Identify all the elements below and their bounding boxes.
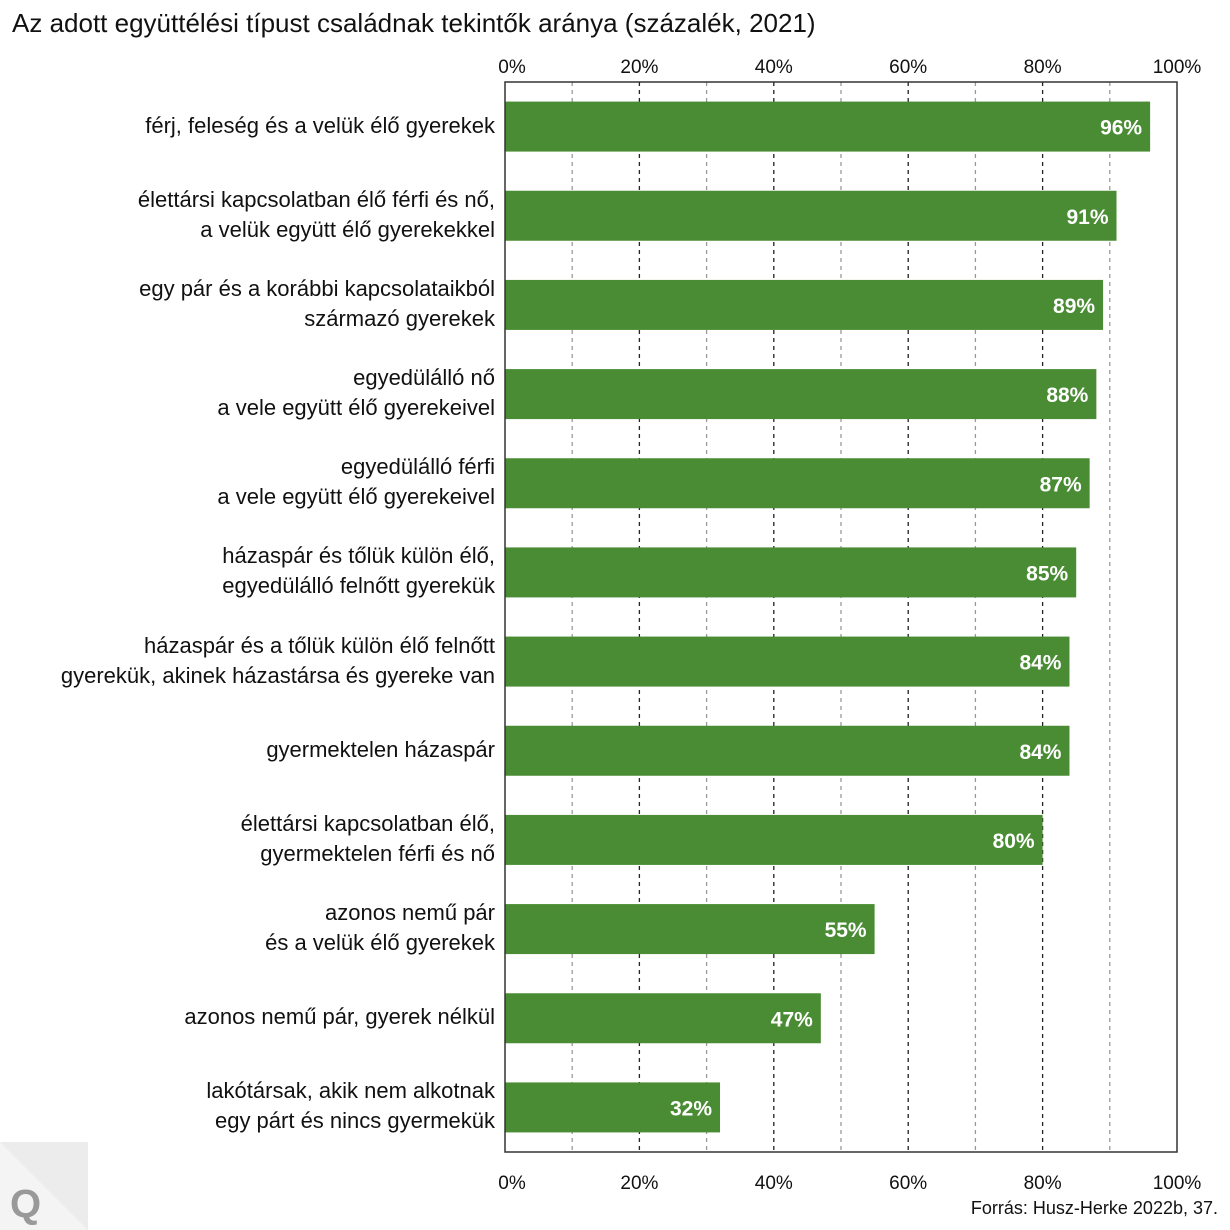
category-label-line: férj, feleség és a velük élő gyerekek [145,112,495,138]
category-label: gyermektelen házaspár [266,735,495,765]
category-label-line: és a velük élő gyerekek [265,930,495,956]
category-label: azonos nemű pár, gyerek nélkül [184,1002,495,1032]
category-label: egyedülálló nő a vele együtt élő gyerekei… [217,363,495,423]
data-label: 55% [825,919,867,942]
bar [505,904,875,955]
category-label-line: élettársi kapcsolatban élő, [240,810,495,836]
bar [505,369,1097,420]
category-label-line: a velük együtt élő gyerekekkel [200,216,495,242]
category-label-line: lakótársak, akik nem alkotnak [206,1078,495,1104]
bar [505,993,821,1044]
plot-frame [504,81,1178,1153]
category-label: egyedülálló férfi a vele együtt élő gyere… [217,452,495,512]
category-label-line: a vele együtt élő gyerekeivel [217,395,495,421]
x-tick-label: 60% [889,1173,927,1194]
x-tick-label: 80% [1024,57,1062,78]
x-tick-label: 20% [620,1173,658,1194]
svg-text:Q: Q [10,1182,41,1226]
chart-title: Az adott együttélési típust családnak te… [12,8,816,38]
category-label-line: egyedülálló férfi [340,454,495,480]
category-label-line: házaspár és tőlük külön élő, [222,543,495,569]
bar [505,725,1070,776]
data-label: 47% [771,1008,813,1031]
category-label: élettársi kapcsolatban élő, gyermektelen … [241,809,495,869]
bar [505,458,1090,509]
category-label: férj, feleség és a velük élő gyerekek [145,111,495,141]
x-tick-label: 60% [889,57,927,78]
category-label: azonos nemű pár és a velük élő gyerekek [265,898,495,958]
data-label: 87% [1040,473,1082,496]
data-label: 88% [1046,384,1088,407]
category-label-line: a vele együtt élő gyerekeivel [217,484,495,510]
category-label-line: származó gyerekek [304,305,495,331]
category-label: házaspár és tőlük külön élő, egyedülálló … [222,541,495,601]
bar [505,547,1077,598]
bar [505,279,1104,330]
data-label: 96% [1100,117,1142,140]
category-label: élettársi kapcsolatban élő férfi és nő, a… [138,185,495,245]
category-label-line: egy pár és a korábbi kapcsolataikból [139,275,495,301]
data-label: 89% [1053,295,1095,318]
category-label-line: gyermektelen férfi és nő [260,840,495,866]
category-label-line: azonos nemű pár, gyerek nélkül [184,1004,495,1030]
category-label: lakótársak, akik nem alkotnak egy párt és… [206,1076,495,1136]
data-label: 84% [1019,741,1061,764]
category-label-line: házaspár és a tőlük külön élő felnőtt [143,632,495,658]
x-tick-label: 80% [1024,1173,1062,1194]
bar [505,1082,721,1133]
data-label: 80% [993,830,1035,853]
x-tick-label: 40% [755,1173,793,1194]
category-label-line: gyerekük, akinek házastársa és gyereke v… [60,662,495,688]
category-label-line: egyedülálló felnőtt gyerekük [222,573,495,599]
category-label-line: gyermektelen házaspár [266,736,495,762]
data-label: 91% [1066,206,1108,229]
category-label-line: egyedülálló nő [353,365,495,391]
bar [505,636,1070,687]
bar [505,101,1151,152]
category-label: egy pár és a korábbi kapcsolataikból szár… [139,274,495,334]
category-label-line: azonos nemű pár [325,900,495,926]
x-tick-label: 100% [1153,1173,1202,1194]
source-note: Forrás: Husz-Herke 2022b, 37. [970,1198,1218,1218]
x-tick-label: 40% [755,57,793,78]
logo-icon: Q [0,1142,88,1230]
x-tick-label: 0% [498,57,526,78]
data-label: 85% [1026,562,1068,585]
x-tick-label: 100% [1153,57,1202,78]
category-label-line: egy párt és nincs gyermekük [214,1108,495,1134]
x-tick-label: 20% [620,57,658,78]
bar [505,190,1117,241]
data-label: 84% [1019,652,1061,675]
category-label-line: élettársi kapcsolatban élő férfi és nő, [137,186,495,212]
data-label: 32% [670,1097,712,1120]
x-tick-label: 0% [498,1173,526,1194]
category-label: házaspár és a tőlük külön élő felnőtt gye… [61,631,495,691]
bar [505,814,1043,865]
